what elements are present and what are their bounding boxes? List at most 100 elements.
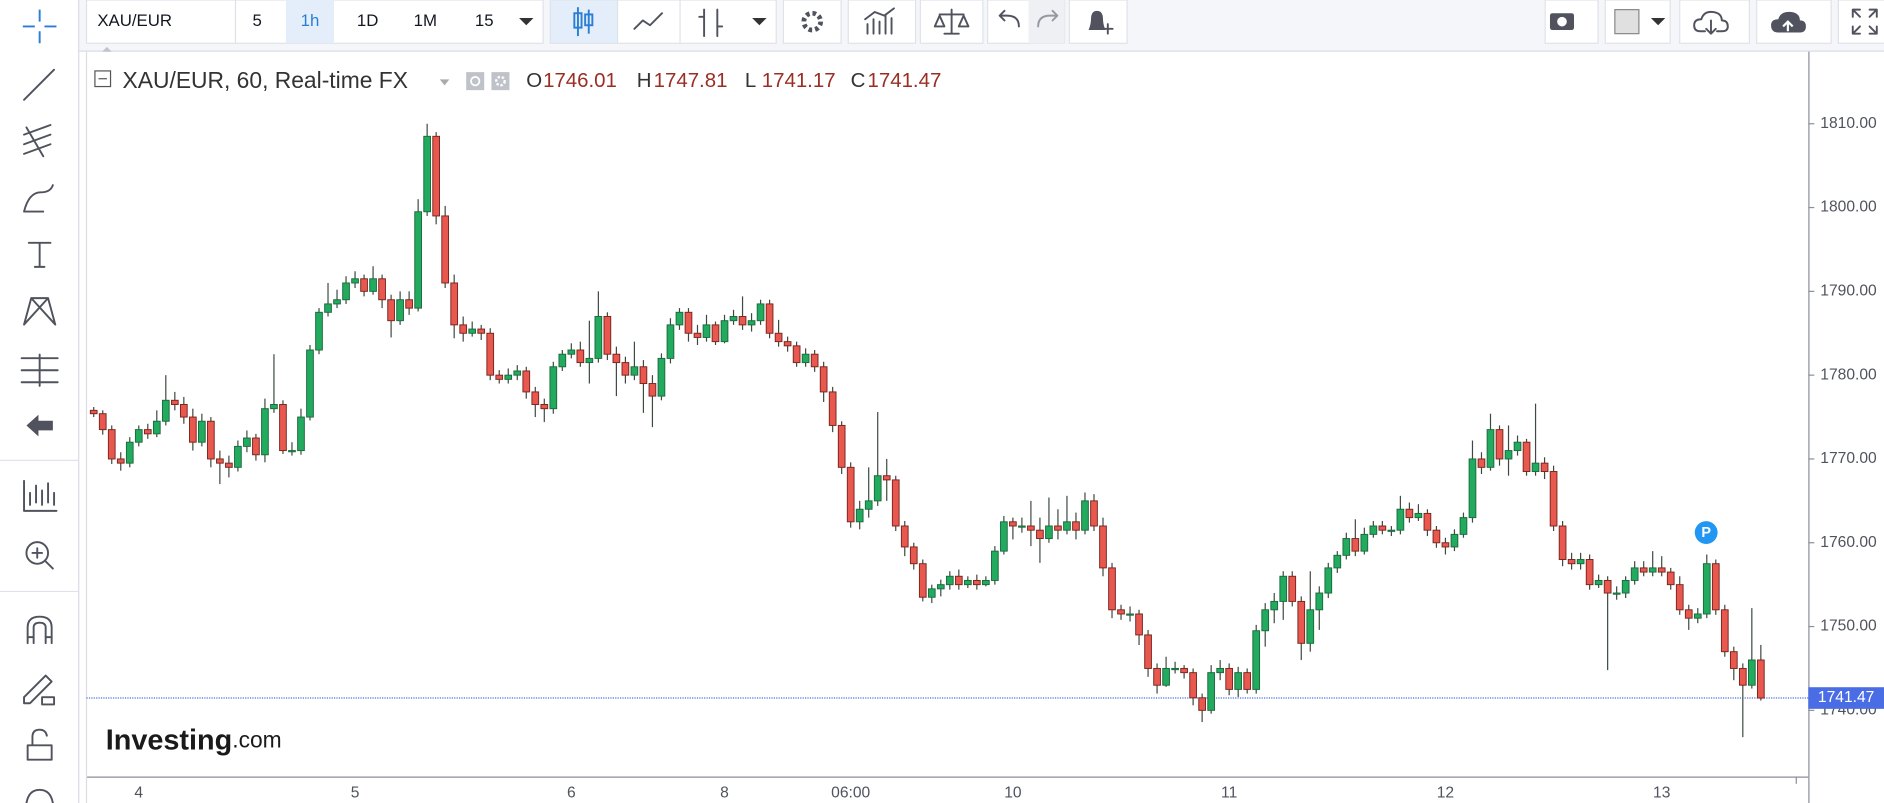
candle-body: [504, 374, 513, 380]
candle-body: [1594, 579, 1603, 586]
candle-body: [216, 458, 224, 464]
candle-body: [837, 424, 846, 468]
indicators-button[interactable]: [847, 0, 917, 44]
candle-body: [152, 420, 161, 435]
interval[interactable]: 5: [252, 11, 261, 30]
logo-main: Investing: [106, 724, 233, 756]
text-tool[interactable]: [27, 241, 52, 268]
candle-body: [1315, 592, 1324, 611]
chart-title: XAU/EUR, 60, Real-time FX: [123, 67, 408, 93]
collapse-button[interactable]: [94, 70, 112, 88]
color-dropdown[interactable]: [1650, 18, 1666, 26]
candle-body: [1144, 634, 1152, 669]
cloud-up-arrow: [1782, 20, 1794, 32]
candle-body: [1423, 512, 1432, 531]
candle-body: [603, 316, 612, 355]
candle-body: [1117, 609, 1125, 615]
candle-body: [963, 579, 972, 586]
fullscreen-icon: [1851, 8, 1878, 35]
y-tick-label: 1770.00: [1820, 450, 1877, 467]
candle-body: [495, 374, 504, 380]
candle-body: [306, 349, 314, 418]
candle-body: [1099, 525, 1107, 569]
candle-body: [1432, 529, 1441, 544]
interval[interactable]: 1D: [357, 11, 378, 30]
magnet-tool[interactable]: [26, 615, 53, 645]
legend: XAU/EUR, 60, Real-time FX O 1746.01 H 1747.…: [94, 67, 942, 93]
load-button[interactable]: [1679, 0, 1751, 44]
ohlc-value: 1741.47: [868, 70, 942, 92]
candle-body: [792, 345, 801, 364]
candle-body: [396, 299, 404, 322]
interval[interactable]: 1h: [301, 11, 320, 30]
candle-body: [1738, 667, 1747, 686]
interval-group: [234, 0, 544, 44]
settings-button[interactable]: [782, 0, 842, 44]
candle-body: [351, 278, 359, 284]
candles-button[interactable]: [549, 0, 619, 44]
candle-body: [1171, 667, 1179, 671]
unlock-tool[interactable]: [26, 728, 53, 761]
candle-body: [657, 357, 666, 397]
candle-body: [1720, 609, 1729, 653]
x-tick-label: 5: [351, 785, 360, 802]
candle-body: [1729, 651, 1738, 669]
candle-body: [1630, 567, 1639, 581]
candle-body: [927, 588, 936, 598]
candle-body: [459, 324, 468, 334]
candle-body: [1567, 559, 1576, 565]
symbol[interactable]: XAU/EUR: [97, 11, 172, 30]
candle-body: [513, 370, 522, 376]
trendline-tool[interactable]: [23, 68, 56, 101]
candle-body: [1063, 521, 1071, 531]
interval[interactable]: 15: [475, 11, 494, 30]
redo-icon[interactable]: [1037, 9, 1059, 28]
line-button[interactable]: [616, 0, 681, 44]
candle-body: [1405, 508, 1414, 519]
ohlc-value: 1747.81: [654, 70, 728, 92]
candle-body: [143, 429, 152, 435]
candle-body: [161, 399, 170, 422]
chart-layout-tool[interactable]: [23, 479, 58, 512]
zoom-tool[interactable]: [25, 541, 50, 565]
plot: 1740.001750.001760.001770.001780.001790.…: [86, 115, 1884, 802]
candle-body: [125, 441, 134, 464]
title-dropdown[interactable]: [439, 79, 450, 86]
candle-body: [432, 135, 441, 217]
candle-body: [98, 413, 107, 431]
candle-body: [1279, 575, 1288, 602]
brush-tool[interactable]: [23, 184, 54, 213]
candle-body: [1126, 613, 1134, 616]
prediction-tool[interactable]: [20, 353, 59, 387]
hide-toolbar[interactable]: [26, 414, 53, 437]
save-button[interactable]: [1756, 0, 1832, 44]
candle-body: [900, 525, 909, 548]
undo-icon[interactable]: [998, 9, 1020, 28]
interval-dropdown[interactable]: [519, 18, 534, 26]
line-icon: [633, 12, 664, 30]
candle-body: [1486, 429, 1495, 468]
interval[interactable]: 1M: [414, 11, 437, 30]
crosshair-tool[interactable]: [22, 9, 57, 44]
lock-drawing-tool[interactable]: [23, 674, 56, 706]
candle-body: [684, 311, 693, 334]
candle-body: [1333, 554, 1342, 569]
fib-tool[interactable]: [23, 124, 52, 158]
eye-tool[interactable]: [25, 788, 54, 803]
settings-mini-button[interactable]: [491, 72, 510, 91]
visibility-button[interactable]: [466, 72, 485, 91]
candle-body: [1162, 667, 1170, 686]
candle-body: [1270, 600, 1279, 611]
pattern-tool[interactable]: [23, 297, 57, 326]
candle-body: [1081, 500, 1089, 531]
candle-body: [819, 366, 828, 393]
candle-body: [270, 404, 278, 410]
candle-body: [1360, 533, 1369, 552]
candle-body: [783, 341, 792, 347]
candle-body: [297, 416, 305, 452]
candle-body: [1441, 542, 1450, 548]
style-dropdown[interactable]: [752, 18, 767, 26]
candle-body: [1531, 462, 1540, 473]
symbol-box[interactable]: [85, 0, 237, 44]
fullscreen-button[interactable]: [1837, 0, 1884, 44]
